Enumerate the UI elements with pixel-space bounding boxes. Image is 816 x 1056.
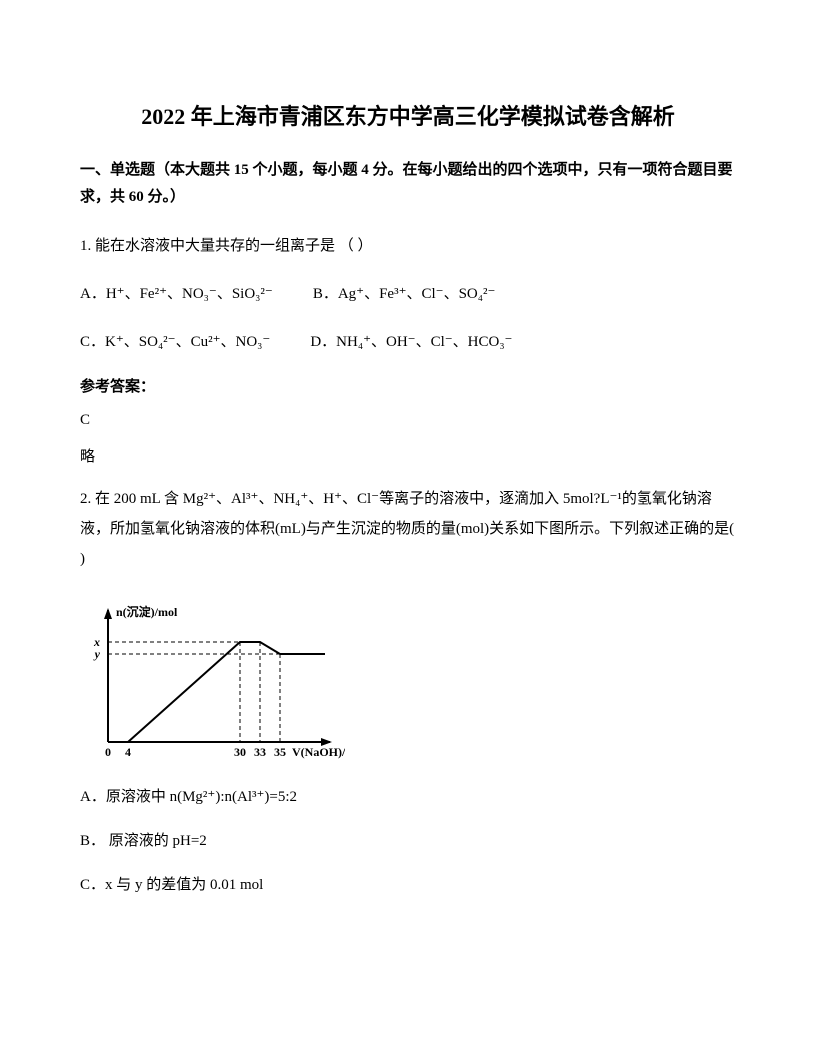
section-header: 一、单选题（本大题共 15 个小题，每小题 4 分。在每小题给出的四个选项中，只… <box>80 157 736 211</box>
option-content: Ag⁺、Fe³⁺、Cl⁻、SO₄²⁻ <box>338 286 496 302</box>
svg-text:33: 33 <box>254 745 266 759</box>
q1-option-b: B．Ag⁺、Fe³⁺、Cl⁻、SO₄²⁻ <box>313 279 496 309</box>
svg-text:0: 0 <box>105 745 111 759</box>
svg-text:y: y <box>93 647 101 661</box>
q2-option-c: C．x 与 y 的差值为 0.01 mol <box>80 870 736 900</box>
q1-options-row2: C．K⁺、SO₄²⁻、Cu²⁺、NO₃⁻ D．NH₄⁺、OH⁻、Cl⁻、HCO₃… <box>80 327 736 357</box>
q1-answer: C <box>80 412 736 429</box>
q1-option-d: D．NH₄⁺、OH⁻、Cl⁻、HCO₃⁻ <box>310 327 512 357</box>
option-label: B． <box>313 286 338 302</box>
q2-option-b: B． 原溶液的 pH=2 <box>80 826 736 856</box>
option-content: NH₄⁺、OH⁻、Cl⁻、HCO₃⁻ <box>336 334 512 350</box>
chart-svg: n(沉淀)/molV(NaOH)/mL04303335xy <box>80 592 345 762</box>
svg-text:n(沉淀)/mol: n(沉淀)/mol <box>116 604 178 619</box>
q2-option-a: A．原溶液中 n(Mg²⁺):n(Al³⁺)=5:2 <box>80 782 736 812</box>
q2-text: 2. 在 200 mL 含 Mg²⁺、Al³⁺、NH₄⁺、H⁺、Cl⁻等离子的溶… <box>80 484 736 574</box>
svg-text:35: 35 <box>274 745 286 759</box>
q2-chart: n(沉淀)/molV(NaOH)/mL04303335xy <box>80 592 736 762</box>
option-content: H⁺、Fe²⁺、NO₃⁻、SiO₃²⁻ <box>106 286 273 302</box>
q1-option-a: A．H⁺、Fe²⁺、NO₃⁻、SiO₃²⁻ <box>80 279 273 309</box>
svg-text:V(NaOH)/mL: V(NaOH)/mL <box>292 745 345 759</box>
q1-options-row1: A．H⁺、Fe²⁺、NO₃⁻、SiO₃²⁻ B．Ag⁺、Fe³⁺、Cl⁻、SO₄… <box>80 279 736 309</box>
option-content: K⁺、SO₄²⁻、Cu²⁺、NO₃⁻ <box>105 334 270 350</box>
q1-brief: 略 <box>80 445 736 466</box>
q1-text: 1. 能在水溶液中大量共存的一组离子是 （ ） <box>80 231 736 261</box>
svg-text:30: 30 <box>234 745 246 759</box>
option-label: A． <box>80 286 106 302</box>
option-label: D． <box>310 334 336 350</box>
q1-option-c: C．K⁺、SO₄²⁻、Cu²⁺、NO₃⁻ <box>80 327 270 357</box>
q1-answer-label: 参考答案： <box>80 375 736 396</box>
svg-text:4: 4 <box>125 745 131 759</box>
page-title: 2022 年上海市青浦区东方中学高三化学模拟试卷含解析 <box>80 100 736 133</box>
option-label: C． <box>80 334 105 350</box>
